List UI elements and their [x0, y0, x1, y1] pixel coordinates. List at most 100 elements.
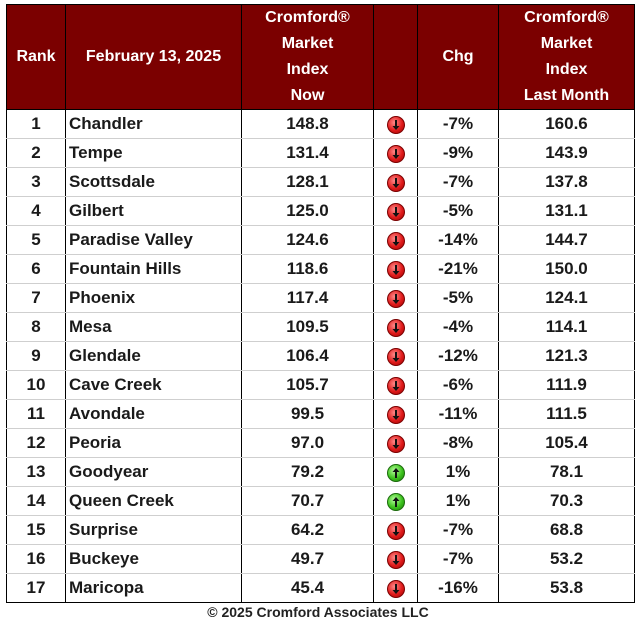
city-cell: Chandler	[65, 109, 242, 139]
city-cell: Phoenix	[65, 283, 242, 313]
rank-cell: 12	[6, 428, 66, 458]
index-now-cell: 105.7	[241, 370, 374, 400]
index-now-cell: 97.0	[241, 428, 374, 458]
rank-cell: 3	[6, 167, 66, 197]
direction-cell	[373, 138, 418, 168]
header-now-line: Market	[281, 35, 334, 52]
index-now-cell: 64.2	[241, 515, 374, 545]
header-rank: Rank	[6, 4, 66, 110]
rank-cell: 14	[6, 486, 66, 516]
change-cell: -7%	[417, 544, 499, 574]
index-last-month-cell: 68.8	[498, 515, 635, 545]
table-header-row: Rank February 13, 2025 Cromford® Market …	[6, 4, 635, 110]
header-last-line: Last Month	[523, 87, 610, 104]
table-row: 4 Gilbert 125.0 -5% 131.1	[6, 196, 635, 226]
rank-cell: 4	[6, 196, 66, 226]
direction-cell	[373, 341, 418, 371]
index-now-cell: 109.5	[241, 312, 374, 342]
rank-cell: 6	[6, 254, 66, 284]
change-cell: -14%	[417, 225, 499, 255]
direction-cell	[373, 399, 418, 429]
index-now-cell: 125.0	[241, 196, 374, 226]
index-now-cell: 117.4	[241, 283, 374, 313]
city-cell: Tempe	[65, 138, 242, 168]
down-arrow-icon	[386, 376, 405, 395]
rank-cell: 2	[6, 138, 66, 168]
city-cell: Avondale	[65, 399, 242, 429]
city-cell: Buckeye	[65, 544, 242, 574]
rank-cell: 13	[6, 457, 66, 487]
index-last-month-cell: 121.3	[498, 341, 635, 371]
direction-cell	[373, 312, 418, 342]
copyright-footer: © 2025 Cromford Associates LLC	[207, 604, 429, 620]
down-arrow-icon	[386, 405, 405, 424]
rank-cell: 5	[6, 225, 66, 255]
header-chg: Chg	[417, 4, 499, 110]
direction-cell	[373, 254, 418, 284]
table-row: 7 Phoenix 117.4 -5% 124.1	[6, 283, 635, 313]
down-arrow-icon	[386, 550, 405, 569]
table-row: 13 Goodyear 79.2 1% 78.1	[6, 457, 635, 487]
up-arrow-icon	[386, 463, 405, 482]
rank-cell: 8	[6, 312, 66, 342]
header-now-line: Index	[286, 61, 329, 78]
direction-cell	[373, 428, 418, 458]
table-row: 6 Fountain Hills 118.6 -21% 150.0	[6, 254, 635, 284]
city-cell: Glendale	[65, 341, 242, 371]
table-row: 9 Glendale 106.4 -12% 121.3	[6, 341, 635, 371]
index-now-cell: 70.7	[241, 486, 374, 516]
down-arrow-icon	[386, 202, 405, 221]
city-cell: Surprise	[65, 515, 242, 545]
direction-cell	[373, 370, 418, 400]
table-row: 16 Buckeye 49.7 -7% 53.2	[6, 544, 635, 574]
direction-cell	[373, 573, 418, 603]
change-cell: -7%	[417, 515, 499, 545]
down-arrow-icon	[386, 521, 405, 540]
change-cell: -16%	[417, 573, 499, 603]
rank-cell: 15	[6, 515, 66, 545]
table-row: 10 Cave Creek 105.7 -6% 111.9	[6, 370, 635, 400]
index-last-month-cell: 131.1	[498, 196, 635, 226]
index-now-cell: 131.4	[241, 138, 374, 168]
index-last-month-cell: 160.6	[498, 109, 635, 139]
index-now-cell: 79.2	[241, 457, 374, 487]
header-last-line: Market	[540, 35, 593, 52]
index-last-month-cell: 143.9	[498, 138, 635, 168]
rank-cell: 1	[6, 109, 66, 139]
direction-cell	[373, 109, 418, 139]
index-last-month-cell: 114.1	[498, 312, 635, 342]
market-index-table: Rank February 13, 2025 Cromford® Market …	[6, 4, 635, 603]
city-cell: Fountain Hills	[65, 254, 242, 284]
direction-cell	[373, 544, 418, 574]
table-row: 2 Tempe 131.4 -9% 143.9	[6, 138, 635, 168]
table-row: 1 Chandler 148.8 -7% 160.6	[6, 109, 635, 139]
change-cell: -8%	[417, 428, 499, 458]
rank-cell: 9	[6, 341, 66, 371]
index-last-month-cell: 111.9	[498, 370, 635, 400]
header-index-now: Cromford® Market Index Now	[241, 4, 374, 110]
direction-cell	[373, 225, 418, 255]
table-row: 15 Surprise 64.2 -7% 68.8	[6, 515, 635, 545]
down-arrow-icon	[386, 115, 405, 134]
city-cell: Paradise Valley	[65, 225, 242, 255]
change-cell: -9%	[417, 138, 499, 168]
table-row: 5 Paradise Valley 124.6 -14% 144.7	[6, 225, 635, 255]
change-cell: -5%	[417, 283, 499, 313]
index-last-month-cell: 150.0	[498, 254, 635, 284]
header-now-line: Now	[290, 87, 325, 104]
change-cell: -7%	[417, 167, 499, 197]
direction-cell	[373, 486, 418, 516]
header-last-line: Cromford®	[524, 9, 609, 26]
index-last-month-cell: 53.8	[498, 573, 635, 603]
index-last-month-cell: 53.2	[498, 544, 635, 574]
direction-cell	[373, 196, 418, 226]
down-arrow-icon	[386, 289, 405, 308]
index-now-cell: 124.6	[241, 225, 374, 255]
index-now-cell: 49.7	[241, 544, 374, 574]
down-arrow-icon	[386, 231, 405, 250]
table-row: 11 Avondale 99.5 -11% 111.5	[6, 399, 635, 429]
direction-cell	[373, 283, 418, 313]
city-cell: Cave Creek	[65, 370, 242, 400]
table-row: 12 Peoria 97.0 -8% 105.4	[6, 428, 635, 458]
city-cell: Queen Creek	[65, 486, 242, 516]
